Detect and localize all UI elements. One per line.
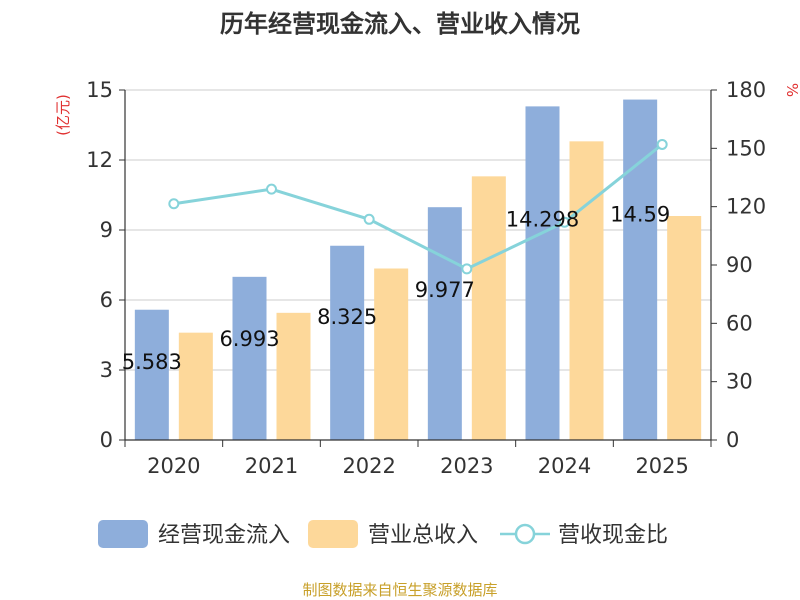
legend-swatch xyxy=(98,520,148,548)
bar-cash-inflow xyxy=(427,207,462,440)
right-tick-label: 150 xyxy=(726,136,766,160)
left-tick-label: 15 xyxy=(86,78,113,102)
line-point xyxy=(461,263,473,275)
right-tick-label: 90 xyxy=(726,253,753,277)
legend-swatch xyxy=(308,520,358,548)
legend: 经营现金流入 营业总收入 营收现金比 xyxy=(98,520,668,548)
grid-lines xyxy=(125,89,711,371)
bar-cash-inflow xyxy=(232,276,267,440)
data-label: 8.325 xyxy=(317,305,377,329)
left-tick-label: 9 xyxy=(100,218,113,242)
bar-cash-inflow xyxy=(623,99,658,441)
line-path xyxy=(173,143,664,271)
bar-revenue xyxy=(178,332,213,440)
data-label: 6.993 xyxy=(219,327,279,351)
bar-cash-inflow xyxy=(525,106,560,440)
legend-label: 营收现金比 xyxy=(558,523,668,548)
x-tick-label: 2021 xyxy=(245,454,298,478)
bar-revenue xyxy=(569,141,604,441)
x-tick-label: 2020 xyxy=(147,454,200,478)
x-tick-label: 2025 xyxy=(635,454,688,478)
data-label: 14.298 xyxy=(506,207,579,231)
legend-label: 营业总收入 xyxy=(368,523,478,548)
line-point xyxy=(266,183,277,195)
x-tick-label: 2024 xyxy=(538,454,591,478)
data-label: 5.583 xyxy=(122,350,182,374)
line-point xyxy=(363,213,375,225)
right-tick-label: 0 xyxy=(726,428,739,452)
source-footer: 制图数据来自恒生聚源数据库 xyxy=(302,581,497,599)
bar-revenue xyxy=(471,176,506,441)
legend-marker xyxy=(514,523,536,545)
legend-label: 经营现金流入 xyxy=(158,523,290,548)
x-tick-label: 2022 xyxy=(342,454,395,478)
data-label: 14.59 xyxy=(610,203,670,227)
right-tick-label: 30 xyxy=(726,370,753,394)
data-labels: 5.583 6.993 8.325 9.977 14.298 14.59 xyxy=(122,203,670,374)
line-point xyxy=(168,198,180,210)
right-tick-label: 60 xyxy=(726,311,753,335)
bar-cash-inflow xyxy=(330,245,365,440)
line-series xyxy=(168,138,668,275)
bar-cash-inflow xyxy=(134,309,169,440)
bar-group xyxy=(134,99,702,441)
left-tick-label: 12 xyxy=(86,148,113,172)
bar-revenue xyxy=(374,268,409,440)
line-point xyxy=(656,138,668,150)
left-tick-label: 3 xyxy=(100,358,113,382)
line-point xyxy=(559,216,570,228)
data-label: 9.977 xyxy=(415,278,475,302)
right-axis-unit-label: % xyxy=(783,83,800,97)
left-axis-unit-label: (亿元) xyxy=(54,94,72,136)
x-tick-label: 2023 xyxy=(440,454,493,478)
chart-title: 历年经营现金流入、营业收入情况 xyxy=(220,10,580,38)
bar-revenue xyxy=(276,312,311,440)
left-tick-label: 0 xyxy=(100,428,113,452)
left-tick-label: 6 xyxy=(100,288,113,312)
right-tick-label: 180 xyxy=(726,78,766,102)
right-tick-label: 120 xyxy=(726,195,766,219)
bar-revenue xyxy=(667,216,702,440)
